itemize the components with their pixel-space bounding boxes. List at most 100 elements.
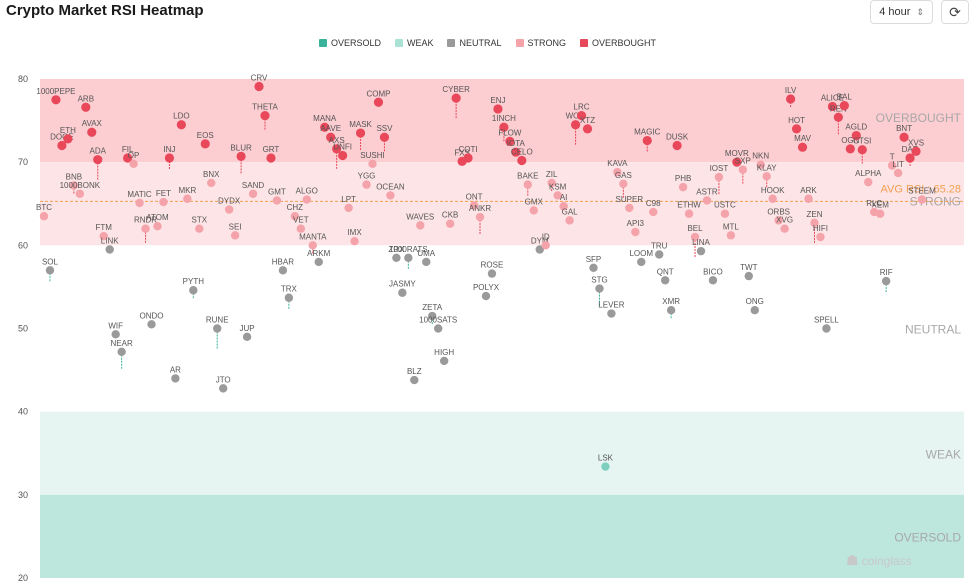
data-point-vet: VET bbox=[293, 216, 309, 233]
point-label: PHB bbox=[675, 174, 691, 183]
point-marker bbox=[51, 95, 61, 105]
data-point-jto: JTO bbox=[216, 375, 231, 393]
point-marker bbox=[314, 257, 323, 267]
point-marker bbox=[183, 194, 192, 203]
point-marker bbox=[833, 112, 843, 122]
point-label: BAL bbox=[837, 93, 853, 102]
data-point-ckb: CKB bbox=[442, 211, 458, 228]
legend-label: STRONG bbox=[527, 38, 567, 48]
point-marker bbox=[153, 222, 162, 231]
data-point-astr: ASTR bbox=[696, 187, 718, 205]
data-point-agld: AGLD bbox=[845, 123, 867, 141]
legend-item-weak[interactable]: WEAK bbox=[394, 38, 433, 48]
point-marker bbox=[176, 120, 186, 130]
point-label: LPT bbox=[341, 195, 356, 204]
data-point-ar: AR bbox=[170, 365, 181, 383]
point-marker bbox=[45, 266, 55, 275]
data-point-nkn: NKN bbox=[752, 152, 769, 169]
point-marker bbox=[284, 293, 294, 302]
point-marker bbox=[350, 236, 359, 246]
point-label: LEVER bbox=[598, 301, 624, 310]
point-label: YGG bbox=[358, 172, 376, 181]
data-point-super: SUPER bbox=[616, 195, 643, 213]
point-marker bbox=[613, 167, 622, 177]
data-point-hifi: HIFI bbox=[813, 224, 828, 242]
zone-label-neutral: NEUTRAL bbox=[905, 323, 961, 337]
data-point-jup: JUP bbox=[240, 324, 255, 342]
point-label: ID bbox=[542, 232, 550, 241]
point-label: CRV bbox=[251, 73, 268, 82]
chevron-updown-icon: ⇕ bbox=[916, 6, 924, 17]
point-label: MATIC bbox=[127, 190, 152, 199]
point-marker bbox=[810, 218, 819, 228]
point-marker bbox=[547, 178, 556, 188]
data-point-waves: WAVES bbox=[406, 212, 434, 230]
data-point-stx: STX bbox=[192, 216, 208, 233]
point-label: XTZ bbox=[580, 116, 595, 125]
data-point-qnt: QNT bbox=[657, 267, 674, 285]
point-marker bbox=[517, 155, 527, 166]
data-point-sol: SOL bbox=[42, 257, 59, 282]
point-marker bbox=[649, 207, 658, 217]
point-label: COTI bbox=[459, 145, 478, 154]
point-marker bbox=[487, 269, 497, 278]
data-point-xvg: XVG bbox=[776, 216, 793, 233]
point-label: ARK bbox=[800, 186, 817, 195]
point-marker bbox=[780, 224, 789, 233]
point-label: CKB bbox=[442, 211, 458, 220]
data-point-bal: BAL bbox=[837, 93, 853, 111]
legend-swatch bbox=[394, 39, 403, 47]
point-label: MKR bbox=[178, 186, 196, 195]
data-point-bnt: BNT bbox=[896, 124, 912, 142]
point-marker bbox=[189, 286, 198, 295]
point-label: BICO bbox=[703, 267, 723, 276]
legend-item-strong[interactable]: STRONG bbox=[515, 38, 567, 48]
legend-item-neutral[interactable]: NEUTRAL bbox=[447, 38, 502, 48]
legend-item-overbought[interactable]: OVERBOUGHT bbox=[580, 38, 656, 48]
point-label: HBAR bbox=[272, 257, 294, 266]
interval-label: 4 hour bbox=[879, 6, 911, 18]
point-label: INJ bbox=[163, 145, 175, 154]
point-marker bbox=[481, 291, 491, 301]
data-point-steem: STEEM bbox=[908, 187, 936, 204]
point-label: SOL bbox=[42, 257, 59, 266]
zone-label-overbought: OVERBOUGHT bbox=[876, 111, 962, 125]
point-marker bbox=[207, 178, 216, 188]
point-label: AAVE bbox=[320, 124, 341, 133]
point-marker bbox=[93, 155, 103, 165]
data-point-link: LINK bbox=[101, 236, 119, 254]
refresh-button[interactable]: ⟳ bbox=[941, 0, 969, 24]
point-marker bbox=[135, 198, 144, 208]
point-marker bbox=[535, 245, 544, 254]
point-label: ARB bbox=[78, 94, 94, 103]
data-point-id: ID bbox=[541, 232, 550, 250]
data-point-lever: LEVER bbox=[598, 301, 625, 318]
point-label: CELO bbox=[511, 148, 533, 157]
point-label: ENJ bbox=[490, 96, 505, 105]
point-label: FLOW bbox=[498, 128, 522, 137]
point-marker bbox=[570, 120, 581, 130]
y-tick-label: 60 bbox=[18, 240, 28, 250]
point-label: UNFI bbox=[333, 143, 352, 152]
point-marker bbox=[637, 257, 646, 267]
point-label: RNDR bbox=[134, 216, 157, 225]
point-marker bbox=[845, 144, 855, 154]
point-label: 1000PEPE bbox=[36, 87, 75, 96]
point-label: STG bbox=[591, 276, 607, 285]
point-marker bbox=[565, 216, 574, 225]
point-label: USTC bbox=[714, 201, 736, 210]
point-marker bbox=[804, 194, 813, 203]
data-point-comp: COMP bbox=[366, 89, 390, 107]
interval-select[interactable]: 4 hour ⇕ bbox=[870, 0, 933, 24]
legend-item-oversold[interactable]: OVERSOLD bbox=[318, 38, 381, 48]
point-label: DYDX bbox=[218, 197, 241, 206]
brand-name: coinglass bbox=[861, 553, 912, 568]
point-marker bbox=[428, 311, 437, 321]
point-marker bbox=[726, 231, 736, 240]
data-point-rndr: RNDR bbox=[134, 216, 157, 243]
data-point-blz: BLZ bbox=[407, 367, 422, 385]
data-point-ong: ONG bbox=[746, 297, 764, 315]
point-label: DUSK bbox=[666, 133, 689, 142]
point-marker bbox=[422, 257, 431, 267]
point-label: SFP bbox=[586, 255, 602, 264]
